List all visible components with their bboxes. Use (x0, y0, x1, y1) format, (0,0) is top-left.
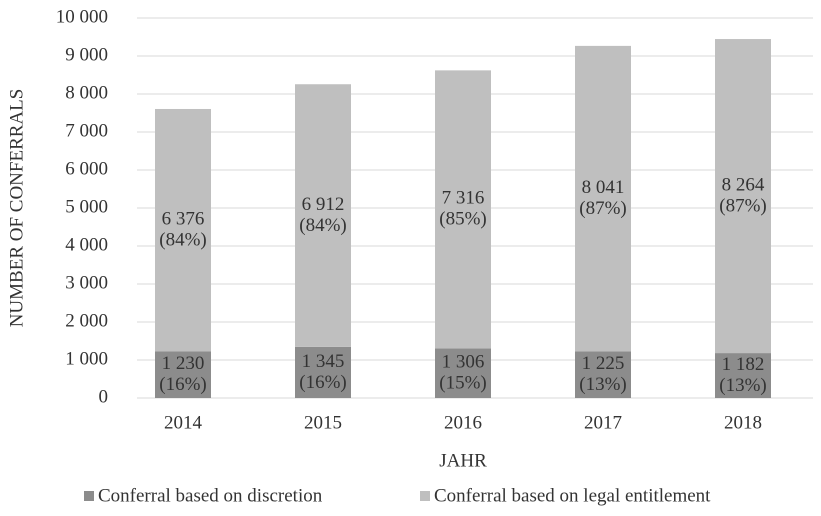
data-label: (84%) (299, 215, 346, 236)
data-label: (16%) (159, 374, 206, 395)
bar-segment (155, 351, 211, 398)
y-tick-label: 5 000 (65, 196, 108, 217)
legend-swatch (84, 491, 94, 501)
data-label: 8 041 (582, 177, 625, 198)
y-tick-label: 3 000 (65, 272, 108, 293)
x-tick-label: 2017 (584, 412, 622, 433)
y-axis-title: NUMBER OF CONFERRALS (6, 89, 27, 328)
y-tick-label: 10 000 (56, 6, 108, 27)
y-tick-label: 4 000 (65, 234, 108, 255)
data-label: 6 376 (162, 208, 205, 229)
data-label: (84%) (159, 229, 206, 250)
bar-segment (715, 353, 771, 398)
bar-segment (295, 346, 351, 398)
data-label: (15%) (439, 373, 486, 394)
x-tick-label: 2014 (164, 412, 203, 433)
data-label: 1 230 (162, 353, 205, 374)
data-label: (87%) (579, 198, 626, 219)
y-tick-label: 6 000 (65, 158, 108, 179)
x-tick-label: 2016 (444, 412, 482, 433)
bar-segment (435, 348, 491, 398)
data-label: 6 912 (302, 194, 345, 215)
y-tick-label: 1 000 (65, 348, 108, 369)
data-label: 1 182 (722, 354, 765, 375)
x-tick-label: 2018 (724, 412, 762, 433)
data-label: 1 306 (442, 352, 485, 373)
data-label: (85%) (439, 209, 486, 230)
legend-label: Conferral based on legal entitlement (434, 485, 711, 506)
data-label: 1 225 (582, 353, 625, 374)
data-label: (16%) (299, 372, 346, 393)
y-tick-label: 8 000 (65, 82, 108, 103)
x-axis-title: JAHR (439, 450, 487, 471)
data-label: (87%) (719, 195, 766, 216)
data-label: 7 316 (442, 188, 485, 209)
y-tick-label: 9 000 (65, 44, 108, 65)
legend-swatch (420, 491, 430, 501)
bar-segment (715, 39, 771, 354)
y-tick-label: 2 000 (65, 310, 108, 331)
bar-segment (295, 84, 351, 347)
bar-segment (435, 70, 491, 349)
data-label: (13%) (719, 375, 766, 396)
legend-label: Conferral based on discretion (98, 485, 323, 506)
data-label: (13%) (579, 374, 626, 395)
bar-segment (155, 108, 211, 352)
data-label: 8 264 (722, 174, 765, 195)
x-tick-label: 2015 (304, 412, 342, 433)
data-label: 1 345 (302, 351, 345, 372)
y-tick-label: 7 000 (65, 120, 108, 141)
y-tick-label: 0 (99, 386, 109, 407)
bar-segment (575, 45, 631, 352)
bar-segment (575, 351, 631, 398)
